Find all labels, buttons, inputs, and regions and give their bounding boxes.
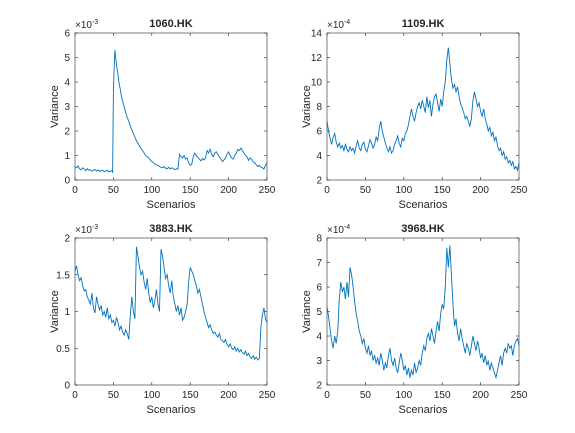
chart-1-y-tick-label: 6: [316, 127, 322, 138]
chart-0-x-tick-label: 0: [72, 185, 78, 196]
chart-1-y-axis-label: Variance: [301, 85, 313, 128]
chart-2-series-line: [74, 246, 268, 361]
chart-0-y-tick-label: 0: [64, 176, 70, 187]
chart-2-title: 3883.HK: [149, 223, 192, 235]
chart-0-y-tick-label: 1: [64, 151, 70, 162]
chart-1-y-tick-label: 8: [316, 102, 322, 113]
chart-0-x-tick-label: 50: [108, 185, 120, 196]
chart-1-x-tick-label: 150: [434, 185, 451, 196]
chart-2-y-tick-label: 2: [64, 234, 70, 245]
chart-3: 0 50 100 150 200 250 2 3 4 5 6 7 8 ×10-4 3968.HK Scenar…: [301, 223, 528, 416]
chart-0-y-tick-label: 2: [64, 127, 70, 138]
chart-0-x-axis-label: Scenarios: [147, 199, 196, 211]
chart-3-x-axis-label: Scenarios: [399, 404, 448, 416]
chart-2-x-tick-label: 200: [220, 390, 237, 401]
chart-1-title: 1109.HK: [402, 18, 445, 30]
chart-3-x-tick-label: 0: [324, 390, 330, 401]
chart-3-x-tick-label: 250: [511, 390, 528, 401]
chart-1-x-axis-label: Scenarios: [399, 199, 448, 211]
chart-1-x-tick-label: 200: [472, 185, 489, 196]
chart-3-x-tick-label: 50: [360, 390, 372, 401]
chart-1-series-line: [326, 47, 520, 172]
chart-3-exponent-value: -4: [344, 224, 350, 231]
chart-3-x-tick-label: 200: [472, 390, 489, 401]
chart-0-y-axis-label: Variance: [49, 85, 61, 128]
chart-3-y-axis-label: Variance: [301, 290, 313, 333]
chart-3-x-tick-label: 100: [395, 390, 412, 401]
chart-3-y-tick-label: 8: [316, 234, 322, 245]
chart-0-exponent-label: ×10-3: [75, 19, 98, 31]
chart-1-y-tick-label: 12: [311, 53, 323, 64]
chart-3-y-tick-label: 6: [316, 283, 322, 294]
chart-0-x-tick-label: 100: [143, 185, 160, 196]
chart-1-plot-area: [326, 32, 520, 181]
chart-2-exponent-value: -3: [92, 224, 98, 231]
chart-0-exponent-value: -3: [92, 19, 98, 26]
chart-3-title: 3968.HK: [401, 223, 444, 235]
chart-2-exponent-label: ×10-3: [75, 224, 98, 236]
chart-3-exponent-label: ×10-4: [327, 224, 350, 236]
chart-2-x-tick-label: 0: [72, 390, 78, 401]
chart-0-series-line: [74, 50, 268, 173]
chart-0-title: 1060.HK: [149, 18, 192, 30]
chart-0-x-tick-label: 250: [259, 185, 276, 196]
chart-0: 0 50 100 150 200 250 0 1 2 3 4 5 6 ×10-3 1060.HK Scenar…: [49, 18, 276, 211]
chart-3-y-tick-label: 3: [316, 356, 322, 367]
chart-0-x-tick-label: 200: [220, 185, 237, 196]
chart-2-x-tick-label: 100: [143, 390, 160, 401]
chart-1-exponent-value: -4: [344, 19, 350, 26]
chart-3-y-tick-label: 7: [316, 258, 322, 269]
chart-3-y-tick-label: 2: [316, 381, 322, 392]
chart-1-x-tick-label: 100: [395, 185, 412, 196]
chart-2-y-tick-label: 0.5: [56, 344, 70, 355]
chart-2-y-axis-label: Variance: [49, 290, 61, 333]
chart-1-x-tick-label: 50: [360, 185, 372, 196]
chart-1-exponent-label: ×10-4: [327, 19, 350, 31]
chart-0-y-tick-label: 4: [64, 78, 70, 89]
chart-1-x-tick-label: 0: [324, 185, 330, 196]
chart-3-plot-area: [326, 237, 520, 386]
chart-2-x-tick-label: 250: [259, 390, 276, 401]
chart-0-y-tick-label: 3: [64, 102, 70, 113]
chart-2-y-tick-label: 1.5: [56, 270, 70, 281]
chart-1: 0 50 100 150 200 250 2 4 6 8 10 12 14 ×10-4 1109.HK Sce…: [301, 18, 528, 211]
chart-3-y-tick-label: 5: [316, 307, 322, 318]
chart-3-series-line: [326, 245, 520, 380]
chart-2-y-tick-label: 0: [64, 381, 70, 392]
chart-2-y-tick-label: 1: [64, 307, 70, 318]
chart-1-y-tick-label: 2: [316, 176, 322, 187]
chart-1-x-tick-label: 250: [511, 185, 528, 196]
chart-1-y-tick-label: 14: [311, 29, 323, 40]
chart-0-plot-area: [74, 32, 268, 181]
chart-2-x-axis-label: Scenarios: [147, 404, 196, 416]
chart-1-y-tick-label: 4: [316, 151, 322, 162]
chart-0-y-tick-label: 5: [64, 53, 70, 64]
chart-3-x-tick-label: 150: [434, 390, 451, 401]
chart-2: 0 50 100 150 200 250 0 0.5 1 1.5 2 ×10-3 3883.HK Scen…: [49, 223, 276, 416]
chart-2-x-tick-label: 150: [182, 390, 199, 401]
chart-0-y-tick-label: 6: [64, 29, 70, 40]
chart-2-x-tick-label: 50: [108, 390, 120, 401]
chart-1-y-tick-label: 10: [311, 78, 323, 89]
chart-0-x-tick-label: 150: [182, 185, 199, 196]
chart-3-y-tick-label: 4: [316, 332, 322, 343]
